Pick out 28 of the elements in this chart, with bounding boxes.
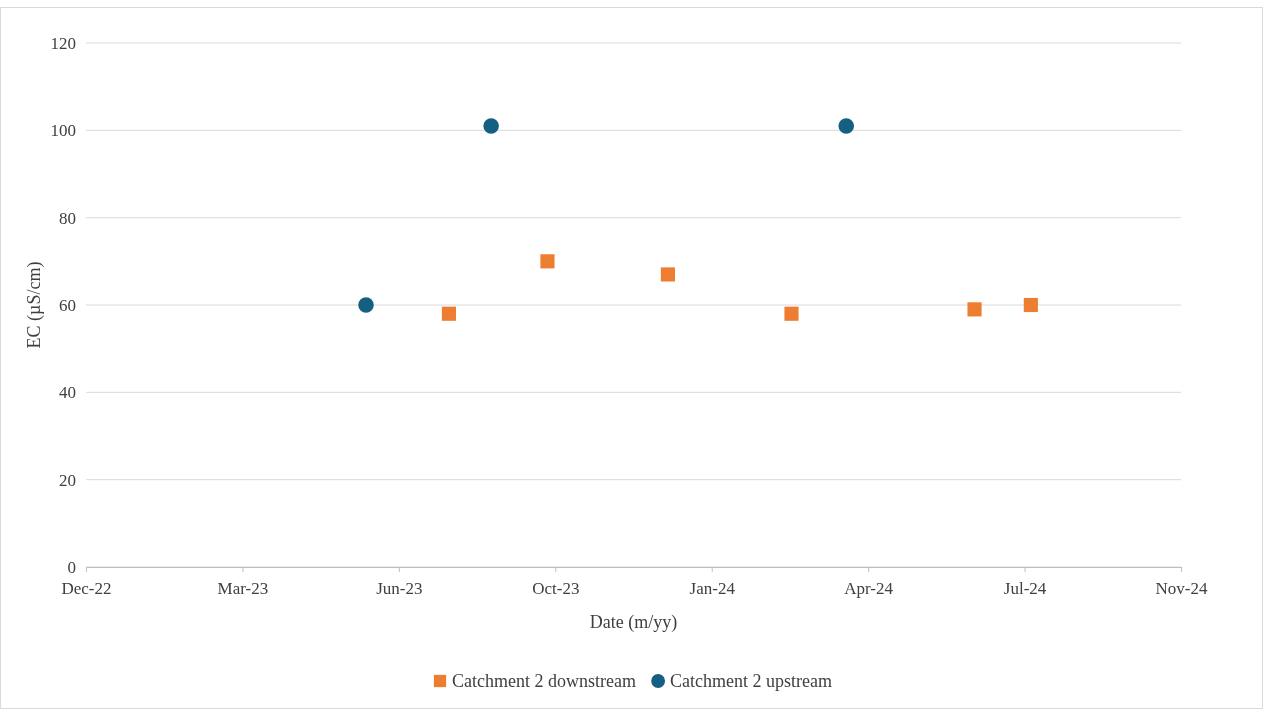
point xyxy=(540,254,555,269)
x-tick-label: Dec-22 xyxy=(61,578,112,598)
point xyxy=(838,118,855,134)
point xyxy=(967,302,982,317)
point xyxy=(784,306,799,321)
legend-label: Catchment 2 downstream xyxy=(452,671,636,692)
x-tick-label: Nov-24 xyxy=(1155,578,1208,598)
y-tick-label: 120 xyxy=(50,33,76,53)
point xyxy=(358,297,374,313)
x-tick-label: Mar-23 xyxy=(217,578,269,598)
point xyxy=(660,267,675,282)
y-tick-label: 100 xyxy=(50,121,76,141)
x-tick-label: Apr-24 xyxy=(844,578,894,598)
x-tick-label: Jun-23 xyxy=(376,578,423,598)
y-axis-title: EC (µS/cm) xyxy=(24,261,45,349)
legend-label: Catchment 2 upstream xyxy=(670,671,833,692)
point xyxy=(483,118,499,134)
x-tick-label: Jul-24 xyxy=(1003,578,1047,598)
point xyxy=(1023,297,1038,313)
x-tick-label: Oct-23 xyxy=(532,578,580,598)
y-tick-label: 0 xyxy=(67,557,76,577)
point xyxy=(441,306,456,321)
y-tick-label: 80 xyxy=(59,208,76,228)
y-tick-label: 20 xyxy=(59,470,76,490)
x-tick-label: Jan-24 xyxy=(689,578,736,598)
y-tick-label: 60 xyxy=(59,295,76,315)
y-tick-label: 40 xyxy=(59,383,76,403)
x-axis-title: Date (m/yy) xyxy=(589,612,678,633)
